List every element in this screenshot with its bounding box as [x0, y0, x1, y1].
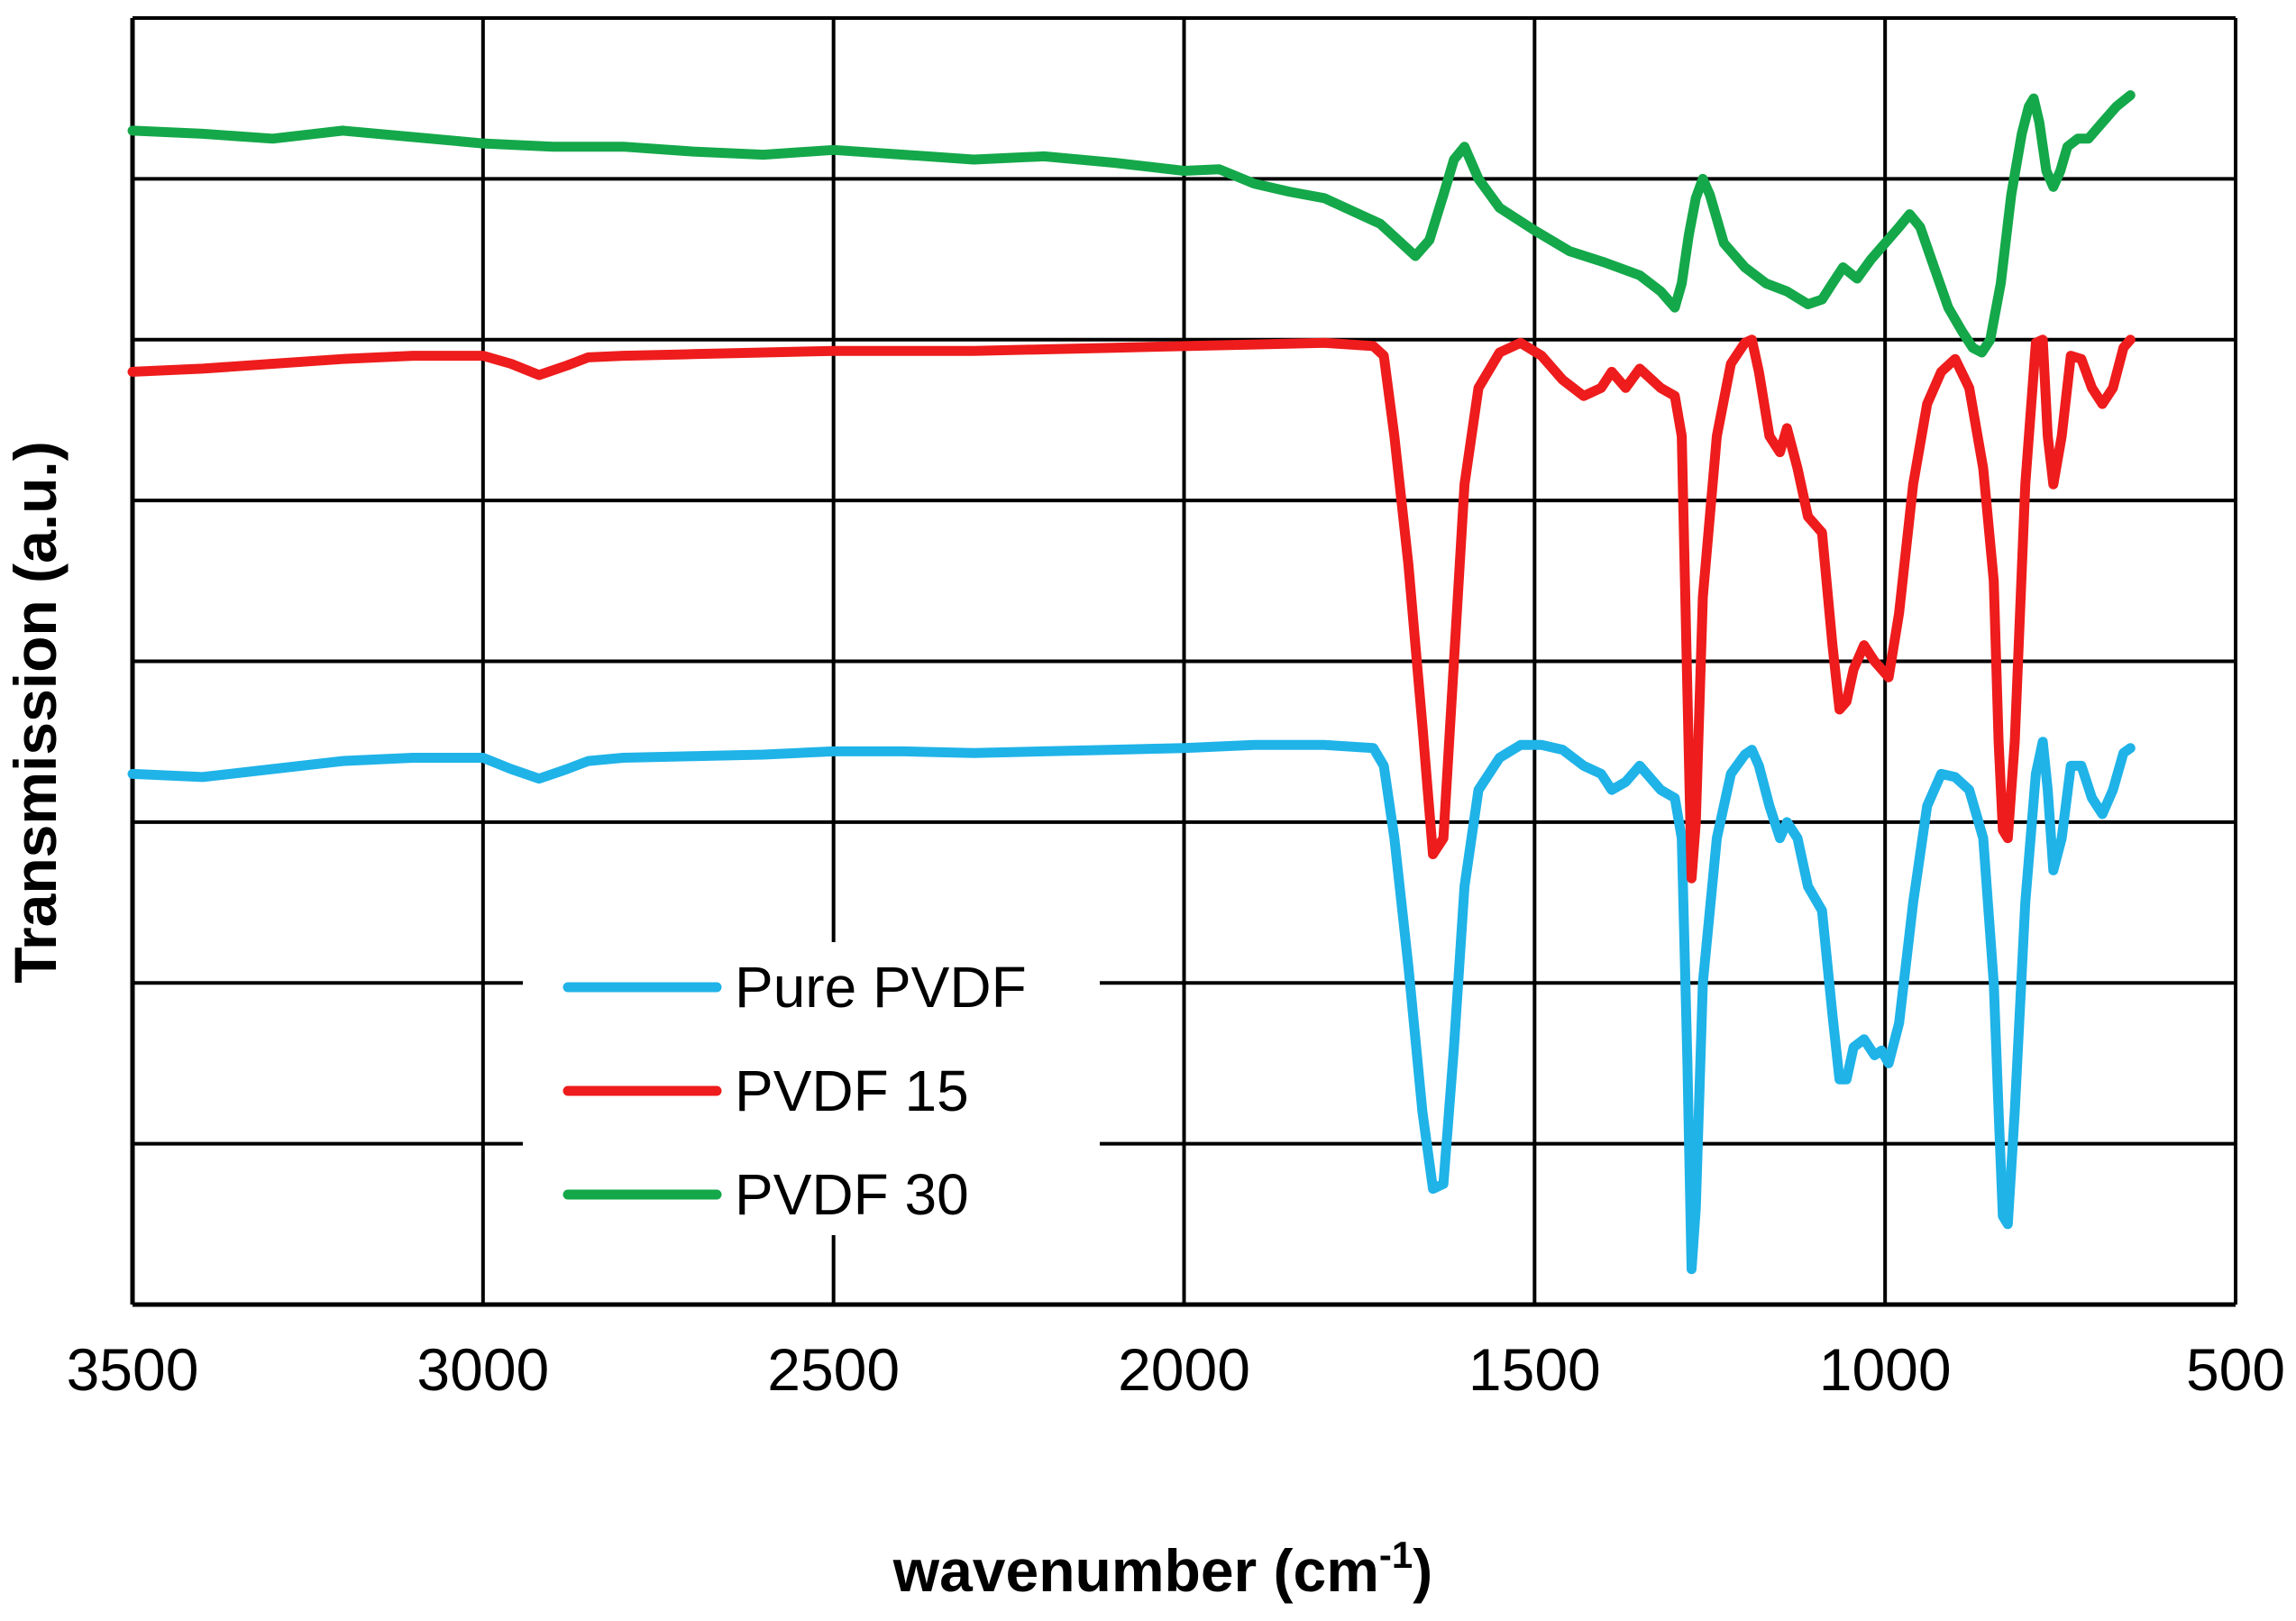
x-axis-title: wavenumber (cm-1)	[892, 1534, 1433, 1604]
legend-label-pvdf-15: PVDF 15	[735, 1058, 969, 1123]
x-tick-label-1500: 1500	[1468, 1336, 1601, 1403]
grid	[130, 16, 2237, 1307]
x-tick-label-3000: 3000	[416, 1336, 549, 1403]
series-line-pure-pvdf	[127, 737, 2136, 1275]
x-tick-labels: 3500 3000 2500 2000 1500 1000 500	[67, 1336, 2285, 1403]
x-tick-label-500: 500	[2186, 1336, 2285, 1403]
x-tick-label-2500: 2500	[767, 1336, 900, 1403]
x-axis-title-main: wavenumber (cm	[892, 1537, 1379, 1604]
x-tick-label-2000: 2000	[1118, 1336, 1250, 1403]
x-tick-label-3500: 3500	[67, 1336, 199, 1403]
legend-label-pvdf-30: PVDF 30	[735, 1162, 969, 1227]
legend-label-pure-pvdf: Pure PVDF	[735, 955, 1027, 1020]
y-axis-title: Transmission (a.u.)	[2, 441, 69, 983]
series-line-pvdf-15	[127, 334, 2136, 884]
x-axis-title-suffix: )	[1413, 1537, 1432, 1604]
x-axis-title-superscript: -1	[1379, 1534, 1413, 1576]
series-line-pvdf-30	[127, 90, 2136, 358]
legend: Pure PVDF PVDF 15 PVDF 30	[523, 942, 1100, 1235]
x-tick-label-1000: 1000	[1819, 1336, 1952, 1403]
series-group	[127, 90, 2136, 1275]
